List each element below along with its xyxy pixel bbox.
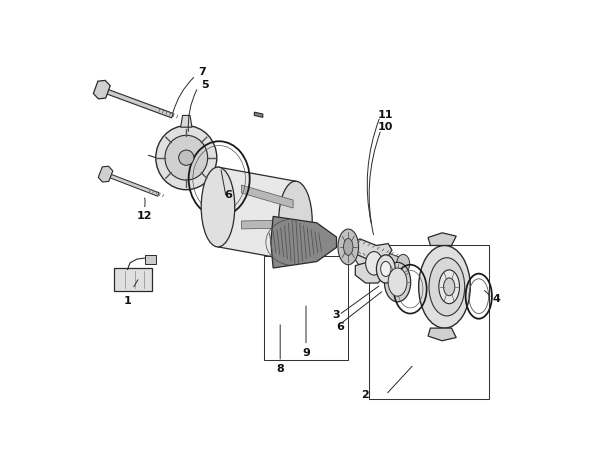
Text: 7: 7 xyxy=(198,67,206,77)
FancyBboxPatch shape xyxy=(114,268,152,292)
Ellipse shape xyxy=(179,150,194,165)
Text: 4: 4 xyxy=(492,294,500,304)
Ellipse shape xyxy=(165,135,207,180)
FancyBboxPatch shape xyxy=(144,255,156,264)
Text: 2: 2 xyxy=(361,390,368,400)
Polygon shape xyxy=(105,172,159,196)
Text: 3: 3 xyxy=(333,310,340,320)
Polygon shape xyxy=(101,87,173,118)
Text: 1: 1 xyxy=(124,296,132,306)
Ellipse shape xyxy=(365,252,382,275)
Polygon shape xyxy=(271,217,337,268)
Polygon shape xyxy=(242,185,293,208)
Ellipse shape xyxy=(278,181,312,261)
Polygon shape xyxy=(255,112,263,117)
Text: 10: 10 xyxy=(378,122,394,132)
Ellipse shape xyxy=(439,270,460,304)
Text: 6: 6 xyxy=(336,322,344,332)
Ellipse shape xyxy=(388,268,407,296)
Text: 6: 6 xyxy=(225,190,233,200)
Polygon shape xyxy=(94,80,110,99)
Text: 8: 8 xyxy=(276,364,284,374)
Text: 5: 5 xyxy=(201,80,209,90)
Polygon shape xyxy=(428,233,456,246)
Ellipse shape xyxy=(384,262,411,302)
Ellipse shape xyxy=(201,167,235,247)
Ellipse shape xyxy=(355,244,370,266)
Text: 11: 11 xyxy=(378,111,394,121)
Ellipse shape xyxy=(376,255,395,283)
Text: 12: 12 xyxy=(136,211,152,221)
Polygon shape xyxy=(359,242,401,267)
Polygon shape xyxy=(428,328,456,341)
Bar xyxy=(370,245,489,399)
Polygon shape xyxy=(351,239,392,283)
Ellipse shape xyxy=(429,257,465,316)
Polygon shape xyxy=(242,220,293,229)
Ellipse shape xyxy=(444,278,455,296)
Ellipse shape xyxy=(156,126,217,190)
Polygon shape xyxy=(181,115,192,127)
Ellipse shape xyxy=(343,238,353,256)
Ellipse shape xyxy=(419,246,470,328)
Ellipse shape xyxy=(338,229,359,265)
Polygon shape xyxy=(218,167,296,261)
Polygon shape xyxy=(99,166,113,182)
Ellipse shape xyxy=(381,261,391,276)
Bar xyxy=(264,256,348,360)
Ellipse shape xyxy=(397,255,410,273)
Text: 9: 9 xyxy=(302,348,310,358)
